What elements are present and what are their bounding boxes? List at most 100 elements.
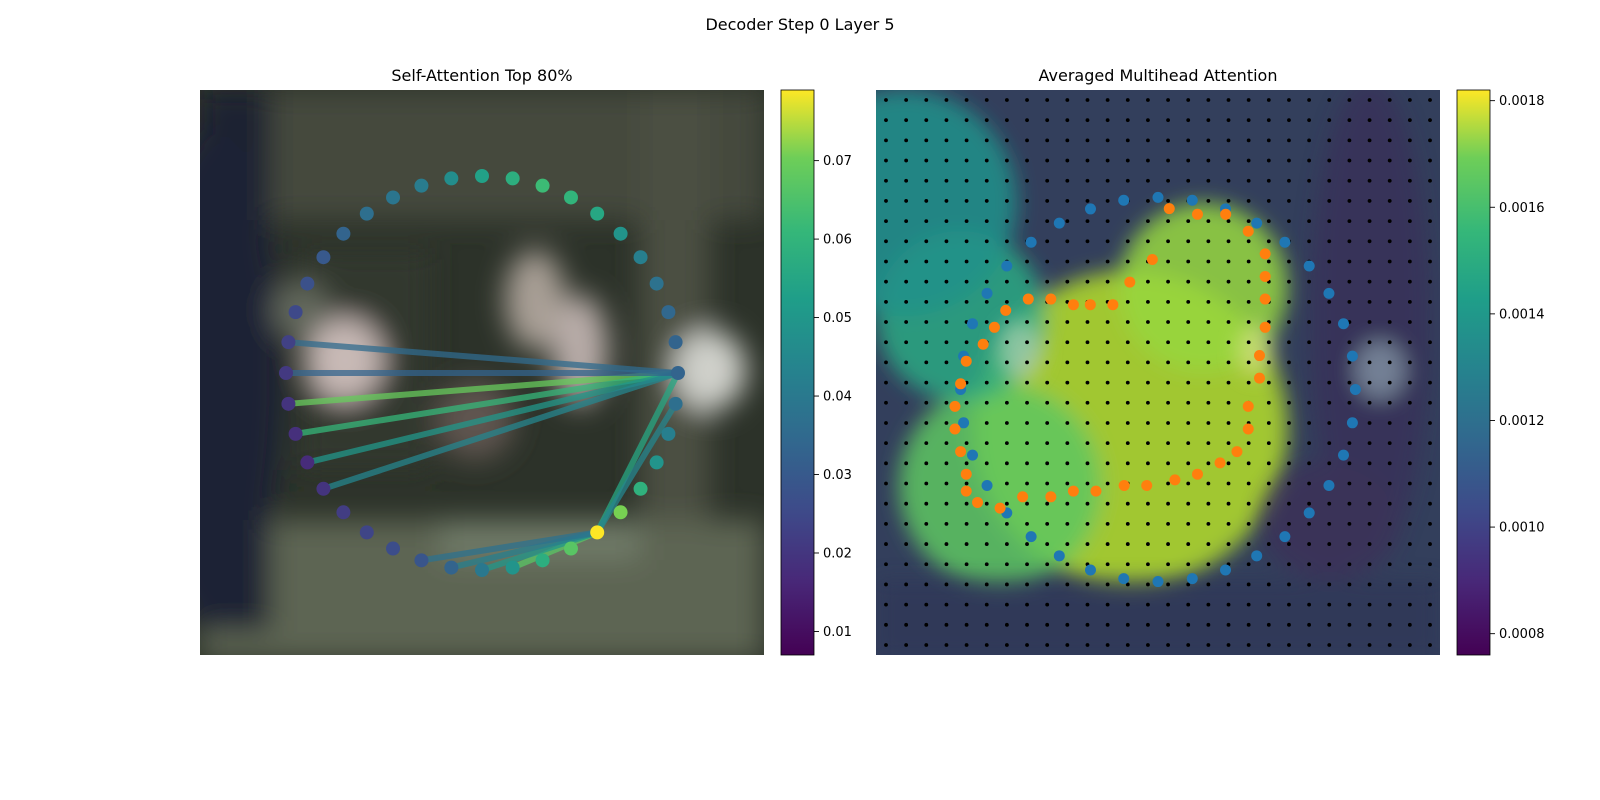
grid-point: [1186, 138, 1191, 143]
grid-point: [1347, 400, 1352, 405]
grid-point: [1186, 542, 1191, 546]
grid-point: [1367, 380, 1372, 385]
grid-point: [1206, 542, 1211, 546]
colorbar-tick-label: 0.0010: [1499, 521, 1545, 536]
grid-point: [1065, 239, 1070, 244]
grid-point: [1085, 98, 1090, 102]
grid-point: [1025, 602, 1029, 607]
grid-point: [1125, 622, 1130, 627]
orange-contour-point: [1107, 299, 1119, 311]
orange-contour-point: [1259, 270, 1271, 282]
grid-point: [1246, 299, 1251, 304]
grid-point: [1125, 158, 1130, 163]
grid-point: [924, 299, 929, 304]
grid-point: [1428, 481, 1432, 486]
grid-point: [924, 239, 929, 244]
grid-point: [1407, 340, 1412, 345]
contour-point: [661, 426, 676, 441]
grid-point: [1266, 239, 1271, 244]
grid-point: [1085, 602, 1090, 607]
grid-point: [1045, 622, 1050, 627]
grid-point: [1166, 582, 1170, 587]
grid-point: [1065, 138, 1070, 143]
grid-point: [1045, 199, 1050, 203]
grid-point: [1085, 320, 1090, 324]
grid-point: [1206, 521, 1211, 526]
grid-point: [1287, 118, 1291, 123]
grid-point: [1186, 622, 1191, 627]
grid-point: [1105, 138, 1110, 143]
grid-point: [1287, 299, 1291, 304]
grid-point: [1065, 219, 1070, 224]
grid-point: [1065, 602, 1070, 607]
grid-point: [1367, 400, 1372, 405]
grid-point: [1367, 118, 1372, 123]
attention-connection: [594, 400, 679, 536]
grid-point: [1065, 178, 1070, 183]
grid-point: [1428, 259, 1432, 264]
grid-point: [924, 360, 929, 365]
grid-point: [1287, 219, 1291, 224]
grid-point: [1407, 461, 1412, 466]
grid-point: [1407, 178, 1412, 183]
grid-point: [1327, 501, 1332, 506]
grid-point: [944, 118, 949, 123]
grid-point: [1266, 360, 1271, 365]
grid-point: [1407, 501, 1412, 506]
grid-point: [984, 118, 989, 123]
contour-point: [475, 169, 489, 183]
grid-point: [1226, 461, 1231, 466]
multihead-colorbar-ticks: 0.0008 0.0010 0.0012 0.0014 0.0016 0.0018: [1490, 94, 1545, 642]
grid-point: [1065, 118, 1070, 123]
grid-point: [964, 138, 969, 143]
grid-point: [1307, 158, 1312, 163]
grid-point: [1367, 521, 1372, 526]
grid-point: [1347, 158, 1352, 163]
grid-point: [1327, 622, 1332, 627]
orange-contour-point: [1169, 474, 1181, 486]
heat-region: [898, 383, 1102, 588]
orange-contour-point: [1022, 293, 1034, 305]
grid-point: [924, 461, 929, 466]
grid-point: [1004, 521, 1009, 526]
grid-point: [1226, 219, 1231, 224]
grid-point: [1287, 199, 1291, 203]
grid-point: [1004, 643, 1009, 647]
grid-point: [1387, 279, 1392, 284]
orange-contour-point: [1141, 480, 1153, 491]
orange-contour-point: [1191, 208, 1203, 220]
grid-point: [1105, 441, 1110, 446]
grid-point: [1025, 400, 1029, 405]
grid-point: [984, 643, 989, 647]
blue-contour-point: [981, 480, 993, 491]
grid-point: [1166, 178, 1170, 183]
grid-point: [1125, 239, 1130, 244]
grid-point: [1025, 340, 1029, 345]
grid-point: [1206, 340, 1211, 345]
grid-point: [984, 178, 989, 183]
grid-point: [1387, 118, 1392, 123]
grid-point: [904, 643, 909, 647]
grid-point: [1105, 643, 1110, 647]
grid-point: [1428, 521, 1432, 526]
grid-point: [884, 360, 888, 365]
grid-point: [924, 178, 929, 183]
grid-point: [1407, 441, 1412, 446]
orange-contour-point: [949, 400, 961, 412]
grid-point: [964, 259, 969, 264]
grid-point: [1105, 219, 1110, 224]
grid-point: [944, 461, 949, 466]
grid-point: [1266, 481, 1271, 486]
grid-point: [1206, 400, 1211, 405]
grid-point: [1186, 562, 1191, 567]
grid-point: [1347, 562, 1352, 567]
blue-contour-point: [1025, 531, 1037, 543]
grid-point: [1266, 542, 1271, 546]
blue-contour-point: [967, 318, 979, 330]
grid-point: [1407, 320, 1412, 324]
grid-point: [1206, 481, 1211, 486]
grid-point: [1166, 501, 1170, 506]
orange-contour-point: [977, 338, 989, 350]
grid-point: [1125, 320, 1130, 324]
grid-point: [1246, 441, 1251, 446]
